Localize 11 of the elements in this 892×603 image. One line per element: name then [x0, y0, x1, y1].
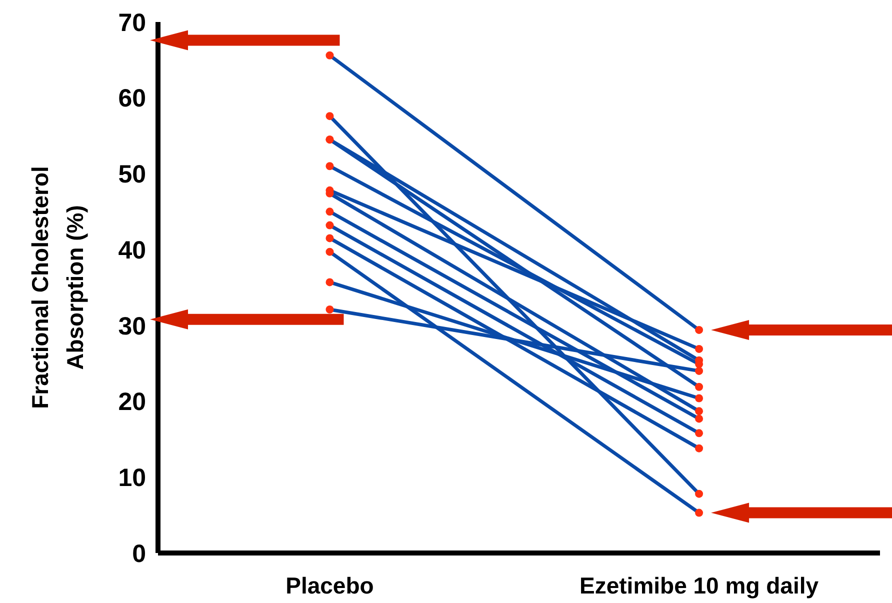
y-tick-label: 70 [118, 8, 146, 37]
y-tick-label: 60 [118, 84, 146, 113]
y-axis-title: Fractional Cholesterol Absorption (%) [27, 166, 88, 409]
y-tick-label: 50 [118, 160, 146, 189]
y-tick-label: 30 [118, 312, 146, 340]
y-tick-label: 40 [118, 236, 146, 264]
y-tick-label: 20 [118, 388, 146, 416]
x-tick-label: Placebo [286, 572, 374, 598]
y-tick-label: 0 [132, 540, 146, 568]
y-tick-label: 10 [118, 464, 146, 492]
x-tick-label: Ezetimibe 10 mg daily [580, 572, 819, 598]
